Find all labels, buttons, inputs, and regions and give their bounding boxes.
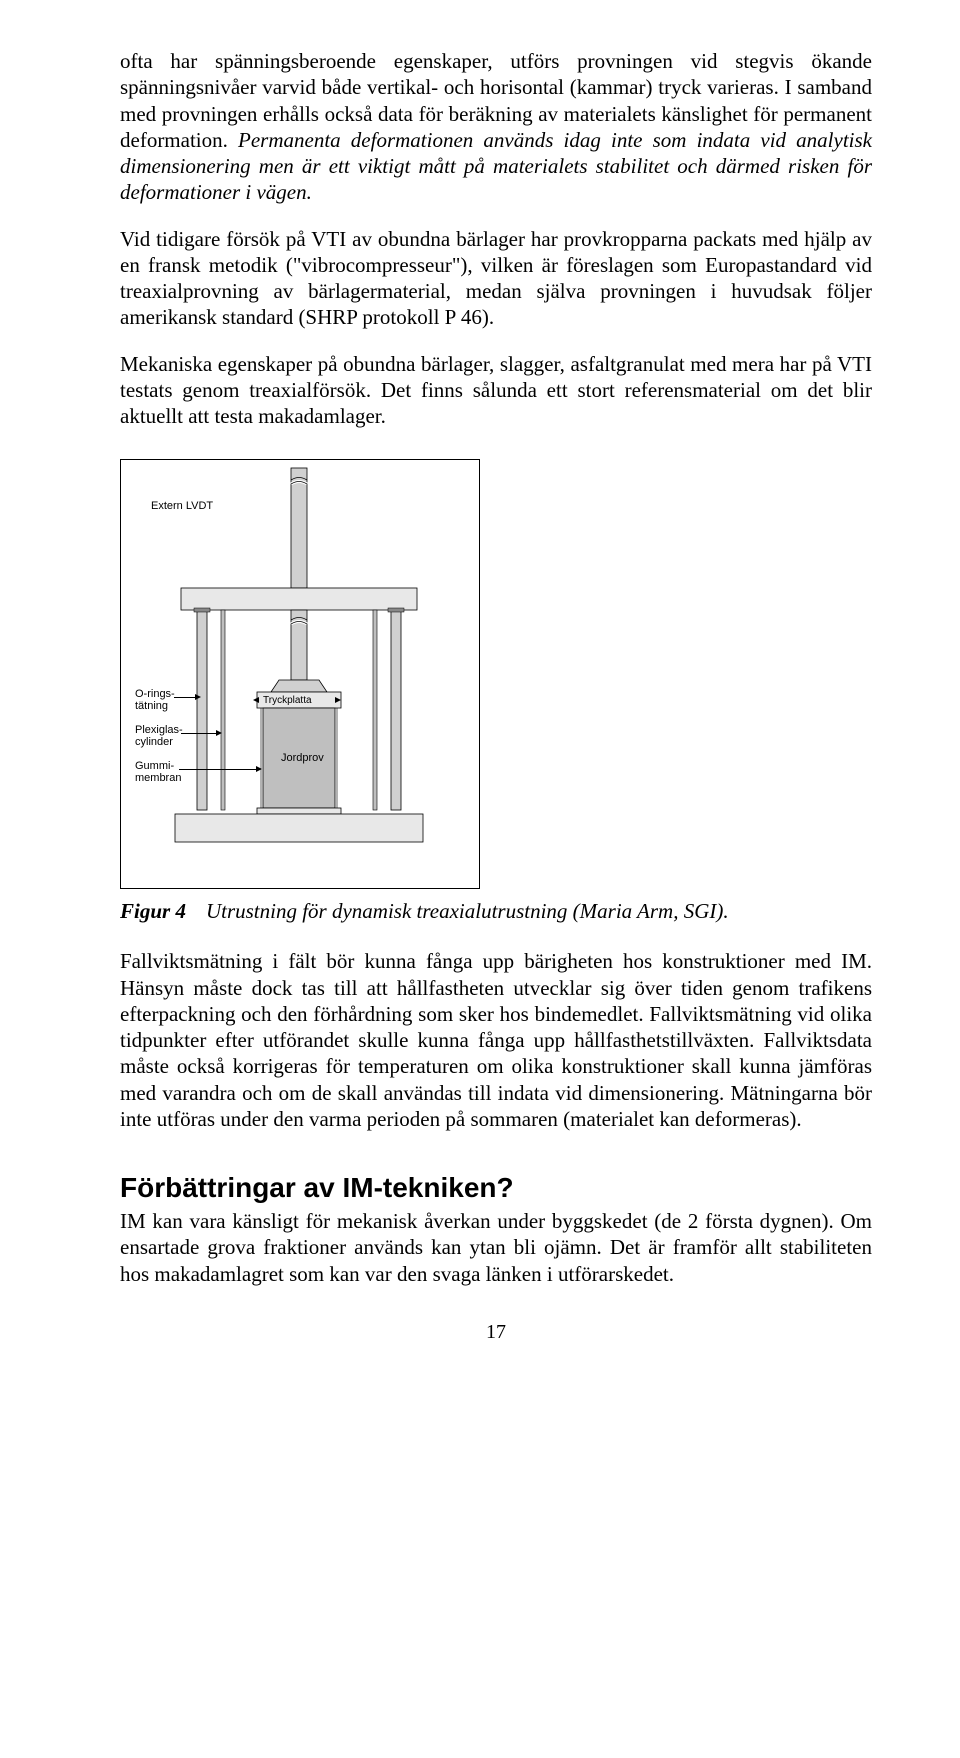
figure-label: Figur 4 <box>120 899 186 924</box>
label-gummi-1: Gummi- <box>135 760 174 772</box>
label-orings-1: O-rings- <box>135 688 175 700</box>
label-tryckplatta: Tryckplatta <box>263 695 312 706</box>
label-extern-lvdt: Extern LVDT <box>151 500 213 512</box>
figure-diagram: Extern LVDT O-rings- tätning Plexiglas- … <box>120 459 480 889</box>
label-plexi-1: Plexiglas- <box>135 724 183 736</box>
paragraph-4: Fallviktsmätning i fält bör kunna fånga … <box>120 948 872 1132</box>
paragraph-3: Mekaniska egenskaper på obundna bärlager… <box>120 351 872 430</box>
paragraph-2: Vid tidigare försök på VTI av obundna bä… <box>120 226 872 331</box>
figure-caption-row: Figur 4 Utrustning för dynamisk treaxial… <box>120 899 872 924</box>
label-gummi-2: membran <box>135 772 181 784</box>
section-heading: Förbättringar av IM-tekniken? <box>120 1172 872 1204</box>
paragraph-1: ofta har spänningsberoende egenskaper, u… <box>120 48 872 206</box>
label-jordprov: Jordprov <box>281 752 324 764</box>
page-number: 17 <box>120 1321 872 1344</box>
label-orings-2: tätning <box>135 700 168 712</box>
paragraph-5: IM kan vara känsligt för mekanisk åverka… <box>120 1208 872 1287</box>
figure-caption: Utrustning för dynamisk treaxialutrustni… <box>206 899 729 924</box>
triaxial-apparatus-icon <box>121 460 479 888</box>
label-plexi-2: cylinder <box>135 736 173 748</box>
